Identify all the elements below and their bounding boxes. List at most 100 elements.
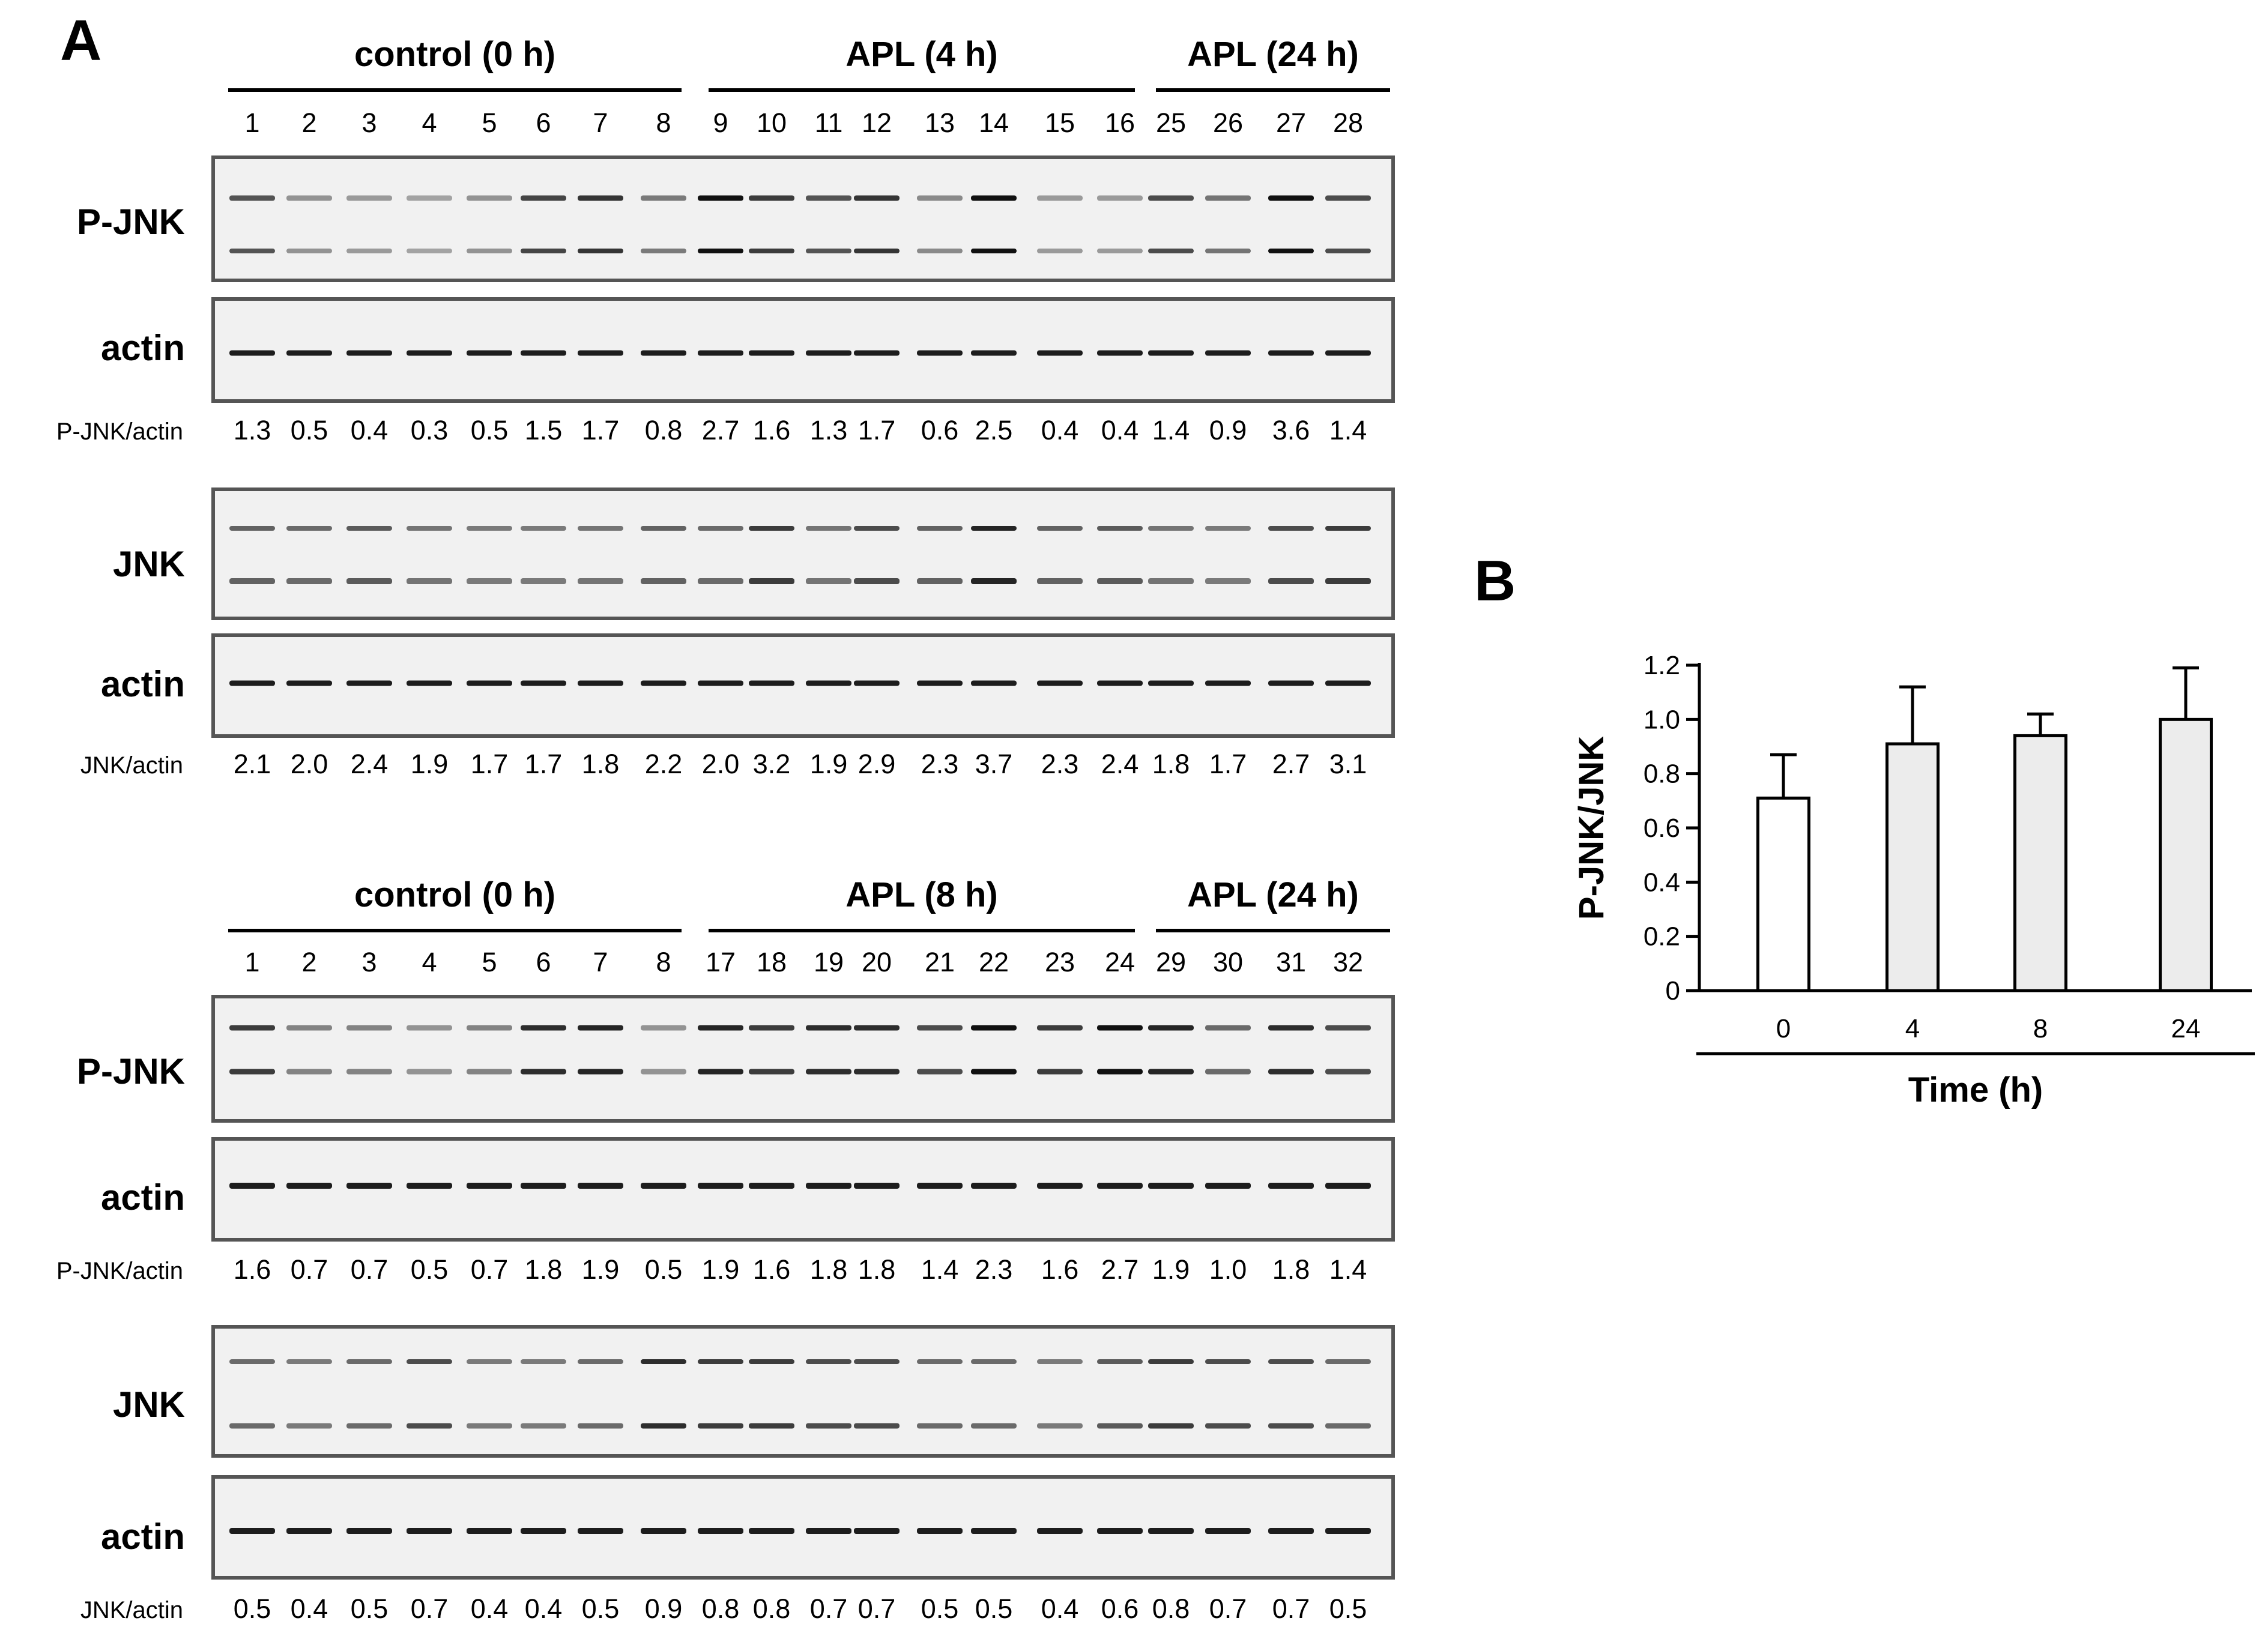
- jnk-band: [1205, 578, 1251, 584]
- actin-membrane: [211, 1137, 1395, 1242]
- pjnk-band: [286, 1069, 332, 1075]
- actin-2-band: [854, 1528, 900, 1534]
- actin-2-band: [346, 1528, 392, 1534]
- pjnk-band: [578, 249, 623, 253]
- pjnk-band: [641, 1025, 686, 1031]
- jnk-band: [641, 578, 686, 584]
- actin-2-band: [1268, 1528, 1314, 1534]
- jnk-band: [971, 526, 1017, 531]
- actin-2-band: [1268, 680, 1314, 686]
- lane-number: 30: [1213, 947, 1243, 977]
- jnk-band: [578, 1423, 623, 1429]
- jnk-band: [1325, 578, 1371, 584]
- pjnk-actin-ratio-value: 0.5: [645, 1254, 683, 1285]
- pjnk-band: [578, 195, 623, 201]
- jnk-actin-ratio-value: 0.4: [291, 1593, 328, 1624]
- pjnk-actin-ratio-value: 0.8: [645, 415, 683, 445]
- pjnk-band: [521, 1025, 566, 1031]
- jnk-actin-ratio-value: 0.5: [975, 1593, 1013, 1624]
- actin-2-band: [854, 680, 900, 686]
- pjnk-band: [229, 1069, 275, 1075]
- jnk-actin-ratio-value: 1.9: [810, 749, 848, 779]
- actin-band: [1205, 1183, 1251, 1189]
- jnk-band: [749, 1359, 794, 1364]
- actin-row-label: actin: [101, 1177, 185, 1218]
- pjnk-band: [1037, 1069, 1083, 1075]
- actin-2-band: [1205, 680, 1251, 686]
- pjnk-actin-ratio-value: 1.6: [753, 1254, 791, 1285]
- jnk-band: [521, 1359, 566, 1364]
- actin-band: [698, 350, 743, 356]
- jnk-band: [578, 1359, 623, 1364]
- pjnk-actin-ratio-value: 2.7: [702, 415, 740, 445]
- group-label: APL (24 h): [1187, 875, 1359, 914]
- pjnk-band: [521, 249, 566, 253]
- group-label: APL (4 h): [845, 35, 998, 74]
- actin-band: [917, 350, 963, 356]
- pjnk-actin-ratio-value: 0.6: [921, 415, 959, 445]
- actin-band: [854, 1183, 900, 1189]
- jnk-band: [1097, 526, 1143, 531]
- y-tick-label: 0: [1666, 976, 1680, 1006]
- x-tick-label: 24: [2171, 1014, 2201, 1043]
- lane-number: 16: [1105, 107, 1135, 138]
- jnk-band: [854, 1359, 900, 1364]
- actin-2-band: [229, 1528, 275, 1534]
- actin-2-band: [467, 680, 512, 686]
- actin-2-band: [917, 680, 963, 686]
- pjnk-band: [698, 1069, 743, 1075]
- lane-number: 5: [482, 107, 497, 138]
- pjnk-band: [1268, 1025, 1314, 1031]
- lane-number: 8: [656, 107, 671, 138]
- jnk-actin-ratio-label: JNK/actin: [80, 1597, 183, 1623]
- pjnk-actin-ratio-value: 0.5: [471, 415, 509, 445]
- pjnk-band: [749, 195, 794, 201]
- jnk-band: [229, 526, 275, 531]
- jnk-band: [698, 1359, 743, 1364]
- jnk-actin-ratio-value: 0.9: [645, 1593, 683, 1624]
- y-tick-label: 0.4: [1644, 868, 1680, 897]
- pjnk-band: [1325, 1025, 1371, 1031]
- jnk-actin-ratio-value: 0.5: [582, 1593, 620, 1624]
- pjnk-actin-ratio-label: P-JNK/actin: [56, 1258, 183, 1284]
- pjnk-band: [806, 249, 851, 253]
- pjnk-band: [1148, 249, 1194, 253]
- jnk-actin-ratio-value: 2.1: [234, 749, 271, 779]
- actin-2-row-label: actin: [101, 664, 185, 704]
- jnk-band: [806, 1359, 851, 1364]
- actin-2-band: [806, 1528, 851, 1534]
- actin-2-band: [1097, 680, 1143, 686]
- pjnk-actin-ratio-label: P-JNK/actin: [56, 418, 183, 445]
- pjnk-band: [749, 1069, 794, 1075]
- pjnk-band: [1037, 249, 1083, 253]
- lane-number: 5: [482, 947, 497, 977]
- actin-band: [749, 350, 794, 356]
- pjnk-actin-ratio-value: 0.4: [1041, 415, 1079, 445]
- lane-number: 15: [1045, 107, 1075, 138]
- lane-number: 1: [244, 947, 259, 977]
- panel-label-a: A: [60, 8, 101, 73]
- lane-number: 21: [925, 947, 955, 977]
- pjnk-band: [1205, 195, 1251, 201]
- pjnk-actin-ratio-value: 1.9: [1152, 1254, 1190, 1285]
- pjnk-membrane: [211, 995, 1395, 1123]
- bar-chart: 0 0.2 0.4 0.6 0.8 1.0 1.2 P-JNK/JNK 0 4 8 24 Time (h…: [1572, 651, 2255, 1109]
- jnk-actin-ratio-value: 3.2: [753, 749, 791, 779]
- actin-2-band: [346, 680, 392, 686]
- jnk-actin-ratio-value: 2.7: [1272, 749, 1310, 779]
- actin-band: [806, 350, 851, 356]
- group-label: APL (8 h): [845, 875, 998, 914]
- pjnk-band: [346, 1025, 392, 1031]
- lane-number: 7: [593, 107, 608, 138]
- pjnk-band: [407, 1069, 452, 1075]
- jnk-band: [1037, 578, 1083, 584]
- jnk-band: [467, 1359, 512, 1364]
- actin-2-band: [521, 1528, 566, 1534]
- blot-set-top: control (0 h) APL (4 h) APL (24 h)1 2 3 4 5 6 7 8…: [56, 35, 1395, 779]
- actin-band: [229, 350, 275, 356]
- actin-2-band: [467, 1528, 512, 1534]
- pjnk-band: [467, 249, 512, 253]
- pjnk-actin-ratio-value: 0.5: [291, 415, 328, 445]
- pjnk-band: [521, 195, 566, 201]
